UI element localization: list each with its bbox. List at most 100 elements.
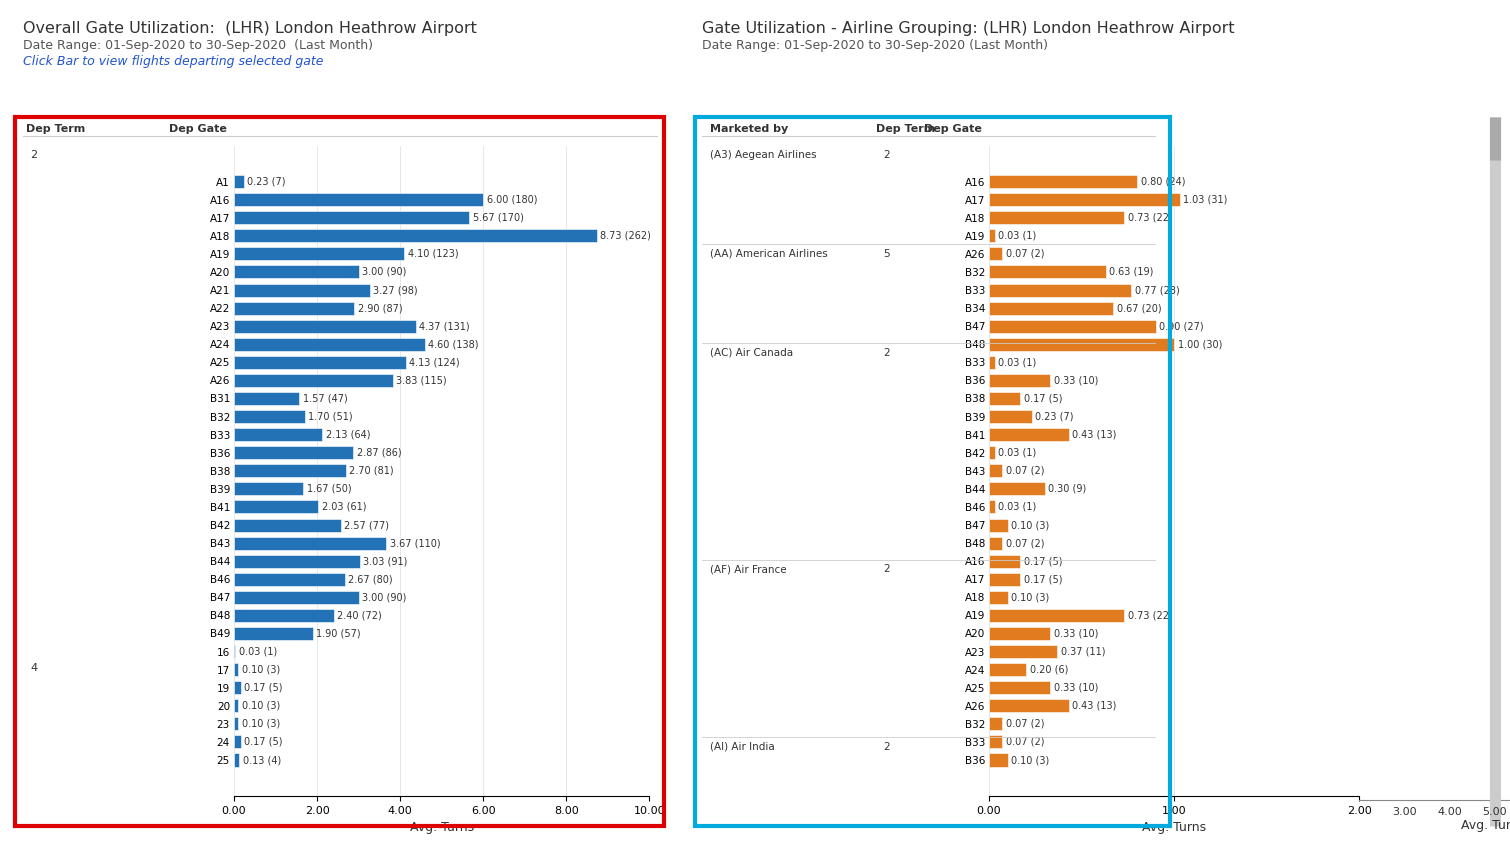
Bar xyxy=(234,753,240,766)
Text: 0.20 (6): 0.20 (6) xyxy=(1030,664,1068,675)
Text: 2.70 (81): 2.70 (81) xyxy=(349,466,394,476)
Text: 4.10 (123): 4.10 (123) xyxy=(408,249,458,259)
Bar xyxy=(234,392,299,405)
Bar xyxy=(989,663,1027,676)
Text: 0.37 (11): 0.37 (11) xyxy=(1062,646,1105,657)
Text: 0.23 (7): 0.23 (7) xyxy=(1036,412,1074,421)
Text: 2.57 (77): 2.57 (77) xyxy=(344,520,390,530)
Text: 1.67 (50): 1.67 (50) xyxy=(307,484,352,494)
Bar xyxy=(234,609,334,622)
Text: 0.03 (1): 0.03 (1) xyxy=(998,448,1036,458)
Bar xyxy=(989,753,1007,766)
Bar xyxy=(234,229,596,242)
Bar xyxy=(234,627,313,640)
Text: 0.23 (7): 0.23 (7) xyxy=(248,176,285,187)
Bar xyxy=(989,537,1003,550)
Text: 8.73 (262): 8.73 (262) xyxy=(599,231,651,241)
Bar xyxy=(989,483,1045,496)
Bar xyxy=(234,247,405,260)
Text: 0.10 (3): 0.10 (3) xyxy=(242,664,279,675)
Text: 0.10 (3): 0.10 (3) xyxy=(1012,520,1049,530)
Text: 0.10 (3): 0.10 (3) xyxy=(1012,592,1049,603)
Bar xyxy=(989,519,1007,532)
Text: Click Bar to view flights departing selected gate: Click Bar to view flights departing sele… xyxy=(23,55,323,68)
Text: 2: 2 xyxy=(883,151,889,160)
Text: 0.10 (3): 0.10 (3) xyxy=(242,719,279,728)
Bar xyxy=(234,591,359,603)
Bar xyxy=(234,338,426,351)
Text: Dep Term: Dep Term xyxy=(876,124,935,134)
Bar xyxy=(989,301,1113,315)
Bar xyxy=(989,591,1007,603)
Bar xyxy=(989,464,1003,478)
Text: 0.80 (24): 0.80 (24) xyxy=(1140,176,1185,187)
Text: 3.27 (98): 3.27 (98) xyxy=(373,285,418,295)
Text: (AC) Air Canada: (AC) Air Canada xyxy=(710,348,793,358)
Bar xyxy=(989,681,1049,694)
Bar xyxy=(234,717,239,730)
Text: 1.03 (31): 1.03 (31) xyxy=(1184,194,1228,205)
Text: 0.30 (9): 0.30 (9) xyxy=(1048,484,1087,494)
Text: 4.60 (138): 4.60 (138) xyxy=(429,339,479,349)
Text: 5.67 (170): 5.67 (170) xyxy=(473,213,524,223)
Text: 0.17 (5): 0.17 (5) xyxy=(1024,574,1063,585)
Text: 2: 2 xyxy=(30,151,38,160)
Text: 2: 2 xyxy=(883,348,889,358)
Text: 3.00 (90): 3.00 (90) xyxy=(362,592,406,603)
Bar xyxy=(989,717,1003,730)
Bar xyxy=(234,211,470,224)
Bar xyxy=(989,446,995,459)
Bar xyxy=(989,627,1049,640)
Bar xyxy=(234,283,370,296)
Text: 0.43 (13): 0.43 (13) xyxy=(1072,430,1117,440)
Bar xyxy=(234,537,387,550)
Text: 0.07 (2): 0.07 (2) xyxy=(1006,466,1045,476)
Text: 0.33 (10): 0.33 (10) xyxy=(1054,628,1098,639)
Bar xyxy=(989,319,1155,333)
Text: 0.90 (27): 0.90 (27) xyxy=(1160,321,1203,331)
Text: 0.17 (5): 0.17 (5) xyxy=(1024,394,1063,403)
Text: 6.00 (180): 6.00 (180) xyxy=(486,194,538,205)
Text: 2.87 (86): 2.87 (86) xyxy=(356,448,402,458)
Bar xyxy=(234,446,353,459)
Text: 0.73 (22): 0.73 (22) xyxy=(1128,213,1173,223)
Text: Avg. Turns: Avg. Turns xyxy=(1462,818,1510,832)
Bar xyxy=(989,265,1105,278)
Text: 3.00: 3.00 xyxy=(1392,807,1416,817)
Text: 0.77 (23): 0.77 (23) xyxy=(1136,285,1179,295)
Bar xyxy=(234,681,242,694)
Text: 4.13 (124): 4.13 (124) xyxy=(409,357,459,367)
Bar xyxy=(989,410,1031,423)
Bar xyxy=(989,338,1175,351)
Bar xyxy=(234,374,393,387)
Bar xyxy=(234,555,359,568)
Bar xyxy=(989,555,1021,568)
Bar xyxy=(989,699,1069,712)
X-axis label: Avg. Turns: Avg. Turns xyxy=(409,822,474,835)
Text: 5: 5 xyxy=(883,249,889,259)
Bar xyxy=(234,428,323,441)
Bar xyxy=(234,735,242,748)
Bar xyxy=(234,519,341,532)
Text: 2.40 (72): 2.40 (72) xyxy=(337,610,382,621)
Bar xyxy=(989,175,1137,188)
Text: Marketed by: Marketed by xyxy=(710,124,788,134)
Text: Dep Term: Dep Term xyxy=(26,124,85,134)
Text: 2.03 (61): 2.03 (61) xyxy=(322,502,365,512)
Text: 2: 2 xyxy=(883,564,889,574)
Bar xyxy=(234,464,346,478)
Bar xyxy=(234,301,355,315)
Text: 2: 2 xyxy=(883,742,889,752)
Text: 1.57 (47): 1.57 (47) xyxy=(302,394,347,403)
Text: 0.03 (1): 0.03 (1) xyxy=(998,357,1036,367)
Text: 1.70 (51): 1.70 (51) xyxy=(308,412,353,421)
Bar xyxy=(234,175,243,188)
Text: 0.10 (3): 0.10 (3) xyxy=(1012,755,1049,765)
Text: 0.67 (20): 0.67 (20) xyxy=(1117,303,1161,313)
Bar xyxy=(989,735,1003,748)
Bar xyxy=(989,645,1057,658)
Text: 0.07 (2): 0.07 (2) xyxy=(1006,719,1045,728)
Text: 0.03 (1): 0.03 (1) xyxy=(998,502,1036,512)
Bar xyxy=(989,501,995,514)
Bar xyxy=(234,193,483,206)
